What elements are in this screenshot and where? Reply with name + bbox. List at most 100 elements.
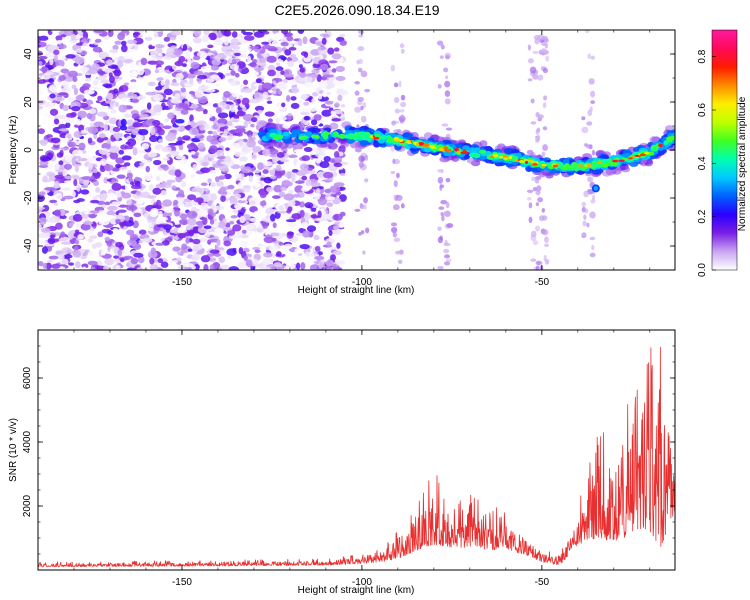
- spectrogram-cell: [170, 30, 181, 36]
- x-tick-label: -150: [172, 577, 192, 588]
- spectrogram-cell: [82, 42, 89, 48]
- spectrogram-cell: [229, 198, 238, 205]
- spectrogram-cell: [582, 220, 587, 227]
- spectrogram-cell: [115, 241, 124, 248]
- spectrogram-cell: [444, 98, 451, 105]
- spectrogram-cell: [84, 77, 92, 82]
- spectrogram-cell: [102, 90, 110, 94]
- spectrogram-cell: [196, 197, 204, 203]
- spectrogram-cell: [236, 231, 243, 239]
- spectrogram-cell: [537, 74, 544, 81]
- spectrogram-cell: [231, 92, 240, 98]
- spectrogram-cell: [396, 172, 400, 179]
- spectrogram-cell: [229, 142, 241, 150]
- spectrogram-cell: [215, 123, 226, 128]
- spectrogram-cell: [223, 30, 232, 37]
- spectrogram-cell: [53, 118, 60, 125]
- spectrogram-cell: [542, 126, 548, 131]
- spectrogram-cell: [113, 201, 121, 205]
- spectrogram-cell: [107, 192, 116, 199]
- spectrogram-cell: [338, 34, 346, 38]
- spectrogram-cell: [262, 169, 269, 174]
- spectrogram-cell: [393, 180, 398, 188]
- spectrogram-cell: [275, 118, 280, 124]
- spectrogram-cell: [538, 215, 545, 222]
- spectrogram-cell: [243, 79, 249, 86]
- spectrogram-cell: [38, 50, 43, 56]
- spectrogram-cell: [74, 223, 83, 229]
- spectrogram-cell: [107, 230, 114, 235]
- spectrogram-cell: [215, 106, 222, 114]
- spectrogram-cell: [462, 149, 467, 153]
- spectrogram-cell: [223, 39, 229, 46]
- spectrogram-cell: [175, 175, 183, 183]
- spectrogram-cell: [98, 147, 110, 155]
- spectrogram-cell: [127, 239, 137, 247]
- spectrogram-cell: [191, 253, 200, 261]
- spectrogram-cell: [268, 245, 279, 253]
- spectrogram-cell: [100, 249, 106, 256]
- spectrogram-cell: [280, 41, 289, 47]
- spectrogram-cell: [180, 213, 188, 220]
- spectrogram-cell: [53, 49, 60, 56]
- spectrogram-cell: [63, 117, 75, 124]
- spectrogram-cell: [294, 180, 305, 184]
- spectrogram-cell: [48, 255, 59, 260]
- spectrogram-cell: [145, 91, 156, 96]
- spectrogram-cell: [267, 89, 273, 93]
- spectrogram-cell: [130, 257, 139, 265]
- spectrogram-cell: [164, 118, 169, 123]
- spectrogram-cell: [231, 31, 238, 38]
- spectrogram-cell: [132, 220, 139, 229]
- spectrogram-cell: [220, 161, 231, 165]
- spectrogram-cell: [437, 40, 444, 46]
- spectrogram-cell: [441, 214, 445, 222]
- spectrogram-cell: [300, 93, 309, 100]
- spectrogram-cell: [437, 265, 444, 270]
- spectrogram-cell: [323, 74, 334, 78]
- spectrogram-cell: [190, 120, 196, 128]
- spectrogram-cell: [301, 135, 309, 140]
- spectrogram-cell: [276, 251, 282, 257]
- spectrogram-cell: [363, 178, 369, 183]
- spectrogram-x-axis-label: Height of straight line (km): [298, 285, 415, 296]
- spectrogram-cell: [478, 149, 487, 154]
- spectrogram-cell: [95, 186, 101, 193]
- spectrogram-cell: [329, 158, 335, 163]
- spectrogram-cell: [267, 69, 276, 77]
- spectrogram-cell: [253, 169, 261, 174]
- spectrogram-cell: [326, 202, 334, 207]
- spectrogram-cell: [236, 98, 241, 105]
- spectrogram-cell: [315, 158, 322, 164]
- spectrogram-cell: [106, 205, 118, 211]
- spectrogram-cell: [243, 255, 248, 261]
- spectrogram-cell: [156, 77, 164, 82]
- spectrogram-cell: [612, 159, 619, 163]
- spectrogram-cell: [583, 190, 589, 198]
- spectrogram-cell: [326, 196, 336, 201]
- spectrogram-cell: [73, 199, 81, 204]
- spectrogram-cell: [170, 82, 180, 87]
- spectrogram-cell: [185, 73, 196, 79]
- spectrogram-cell: [365, 227, 370, 234]
- spectrogram-cell: [300, 51, 308, 56]
- y-tick-label: 20: [23, 96, 34, 108]
- spectrogram-cell: [72, 76, 78, 83]
- spectrogram-cell: [284, 243, 293, 250]
- spectrogram-cell: [51, 137, 61, 144]
- spectrogram-cell: [263, 236, 275, 244]
- spectrogram-cell: [250, 123, 255, 128]
- spectrogram-cell: [219, 186, 227, 193]
- spectrogram-cell: [287, 60, 295, 68]
- spectrogram-cell: [338, 90, 349, 96]
- spectrogram-cell: [76, 48, 83, 54]
- spectrogram-cell: [587, 53, 592, 60]
- spectrogram-cell: [58, 128, 69, 132]
- spectrogram-cell: [223, 240, 232, 247]
- spectrogram-cell: [169, 129, 178, 133]
- spectrogram-cell: [67, 96, 75, 103]
- spectrogram-cell: [314, 134, 320, 139]
- spectrogram-cell: [147, 81, 156, 87]
- spectrogram-cell: [286, 208, 292, 214]
